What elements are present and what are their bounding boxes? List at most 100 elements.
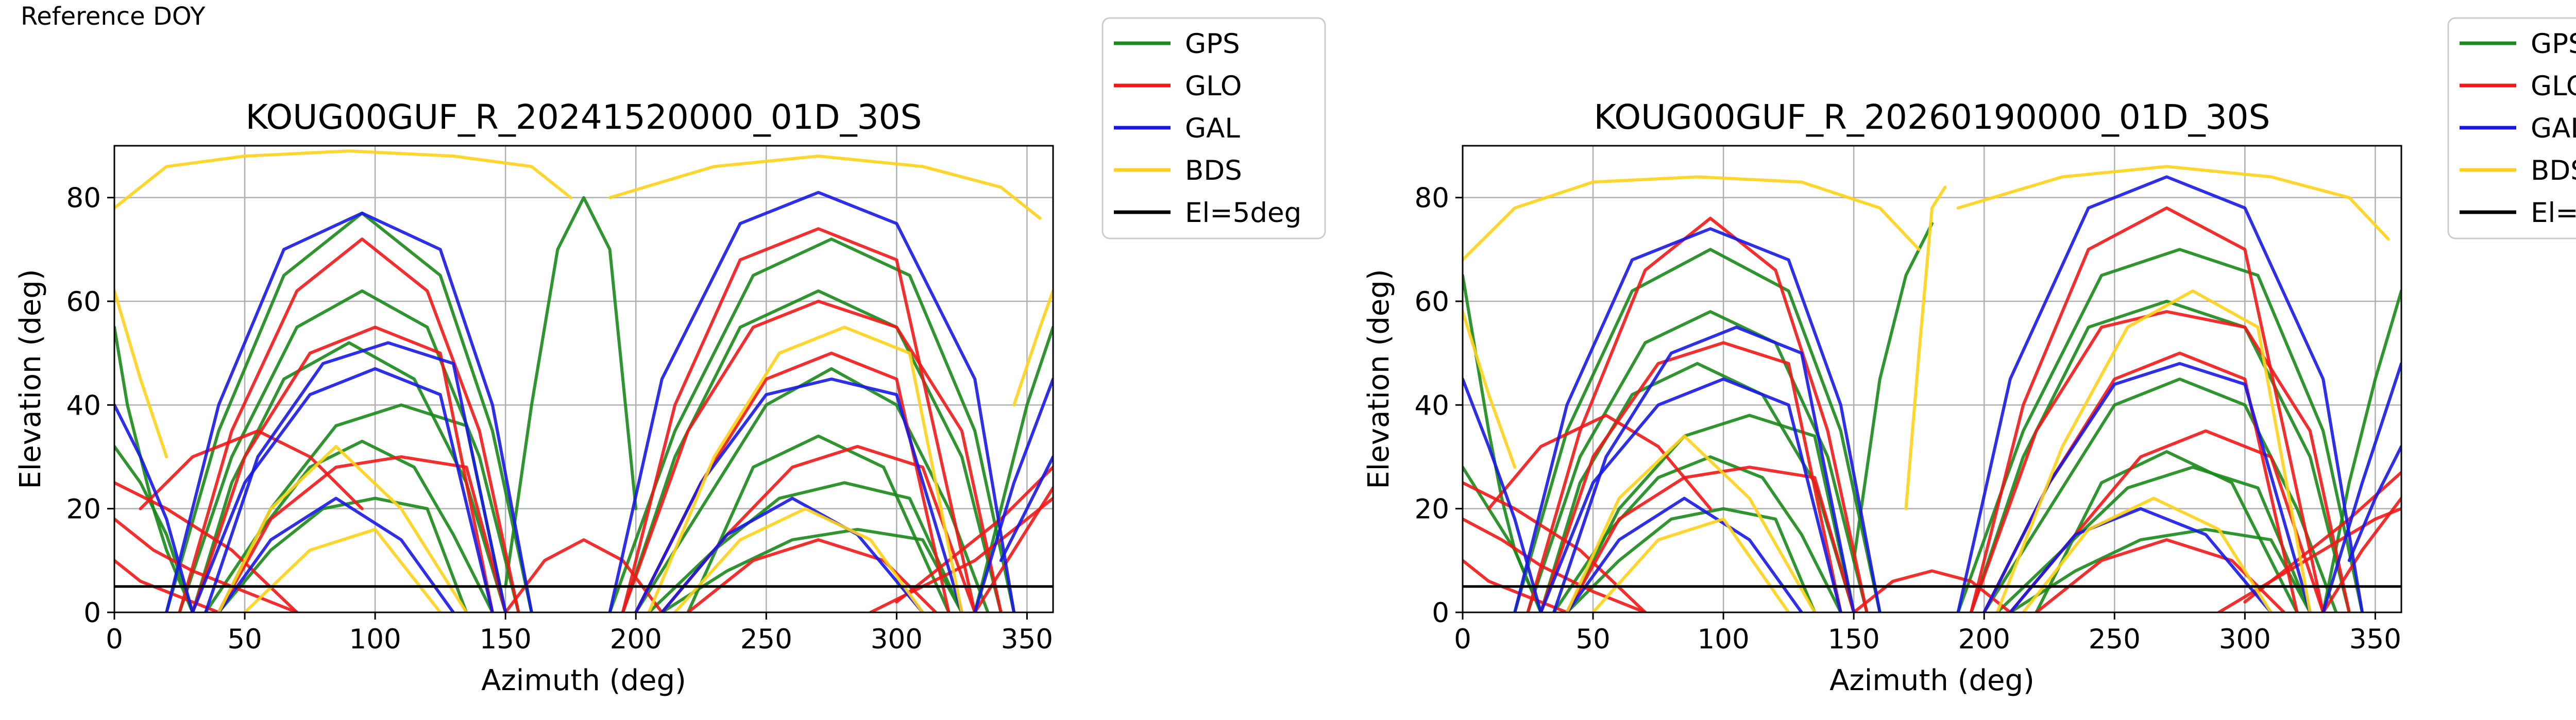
x-tick-label: 150 [480, 624, 532, 655]
series-gal-pass [1539, 378, 1842, 612]
series-gps-pass [1982, 378, 2338, 612]
series-glo-pass [114, 559, 221, 612]
series-glo-pass [217, 455, 507, 612]
series-glo-pass [178, 237, 520, 612]
series-gps-pass [217, 496, 468, 612]
series-gal-pass [165, 211, 533, 612]
x-tick-label: 100 [1698, 624, 1750, 655]
x-tick-label: 350 [2349, 624, 2401, 655]
series-bds-pass [673, 507, 924, 612]
series-bds-pass [114, 289, 168, 458]
series-gal-pass [1513, 227, 1882, 612]
x-axis-label: Azimuth (deg) [1829, 664, 2035, 697]
legend-entries: GPS GLO GAL BDS El=5deg [2460, 28, 2576, 229]
series-gal-pass [999, 455, 1053, 562]
legend-right: GPS GLO GAL BDS El=5deg [2447, 17, 2576, 239]
series-glo-pass [895, 466, 1053, 604]
series-bds-pass [1012, 289, 1053, 407]
series-glo-pass [1487, 414, 1712, 510]
series-glo-pass [621, 227, 977, 612]
series-gal-pass [191, 367, 494, 612]
axes-frame [113, 145, 1054, 613]
x-tick-label: 250 [740, 624, 792, 655]
axes-frame [1462, 145, 2402, 613]
y-tick-label: 0 [1432, 597, 1449, 629]
x-tick-label: 0 [106, 624, 123, 655]
series-gps-pass [973, 325, 1053, 612]
series-gal-pass [217, 496, 455, 612]
x-tick-label: 150 [1828, 624, 1880, 655]
y-tick-label: 20 [66, 494, 101, 525]
series-glo-pass [1969, 310, 2351, 612]
series-bds-pass [608, 155, 1042, 220]
series-glo-pass [1852, 569, 2012, 612]
ticks-right: 0 50 100 150 200 250 300 350 0 20 40 60 80 [1415, 183, 2401, 655]
series-bds-pass [243, 527, 442, 612]
series-gal-pass [1463, 378, 1543, 612]
series-glo-pass [973, 486, 1053, 612]
series-glo-pass [1463, 481, 1647, 612]
data-right [1463, 165, 2401, 612]
series-bds-pass [1995, 289, 2312, 612]
x-tick-label: 50 [227, 624, 262, 655]
series-glo-pass [1969, 206, 2325, 612]
series-gps-pass [504, 196, 638, 588]
series-bds-pass [114, 149, 572, 210]
subplot-left: KOUG00GUF_R_20241520000_01D_30S 0 50 100 15… [14, 97, 1054, 697]
series-gal-pass [204, 341, 507, 612]
legend-entries: GPS GLO GAL BDS El=5deg [1114, 28, 1301, 229]
series-glo-pass [1463, 559, 1569, 612]
series-gal-pass [2347, 444, 2401, 562]
chart-title: KOUG00GUF_R_20241520000_01D_30S [246, 97, 922, 137]
series-gps-pass [1995, 466, 2312, 612]
series-bds-pass [2022, 496, 2273, 612]
series-gps-pass [647, 481, 963, 612]
legend-frame [1101, 17, 1326, 239]
x-tick-label: 300 [2219, 624, 2271, 655]
series-glo-pass [2321, 496, 2401, 612]
legend-label: GPS [2531, 28, 2576, 60]
y-tick-label: 40 [1415, 390, 1449, 421]
series-gps-pass [608, 237, 1016, 612]
ticks-left: 0 50 100 150 200 250 300 350 0 20 40 60 80 [66, 183, 1053, 655]
chart-title: KOUG00GUF_R_20260190000_01D_30S [1594, 97, 2270, 137]
series-gal-pass [1956, 175, 2364, 612]
series-gps-pass [2008, 527, 2312, 612]
legend-label: GAL [1185, 113, 1240, 144]
corner-label: Reference DOY [21, 2, 206, 31]
x-axis-label: Azimuth (deg) [481, 664, 686, 697]
y-axis-label: Elevation (deg) [14, 269, 47, 489]
legend-label: El=5deg [1185, 197, 1301, 229]
legend-label: GLO [1185, 71, 1242, 102]
x-tick-label: 300 [871, 624, 923, 655]
series-gal-pass [660, 496, 924, 612]
series-gps-pass [1969, 300, 2351, 612]
series-glo-pass [114, 481, 299, 612]
series-glo-pass [1565, 466, 1856, 612]
x-tick-label: 0 [1454, 624, 1471, 655]
subplot-right: KOUG00GUF_R_20260190000_01D_30S 0 50 100 15… [1362, 97, 2402, 697]
series-glo-pass [1526, 216, 1869, 612]
legend-label: GAL [2531, 113, 2576, 144]
series-gal-pass [1552, 325, 1856, 612]
series-gps-pass [1526, 310, 1869, 612]
series-gal-pass [2008, 507, 2273, 612]
x-tick-label: 50 [1575, 624, 1610, 655]
x-tick-label: 200 [610, 624, 662, 655]
y-axis-label: Elevation (deg) [1362, 269, 1396, 489]
series-gps-pass [621, 289, 1003, 612]
series-gps-pass [2035, 450, 2299, 612]
series-gal-pass [608, 191, 1016, 612]
plot-area-left [114, 146, 1053, 612]
x-tick-label: 350 [1001, 624, 1053, 655]
y-tick-label: 20 [1415, 494, 1449, 525]
series-gps-pass [686, 434, 951, 612]
series-bds-pass [1565, 434, 1817, 612]
y-tick-label: 80 [66, 183, 101, 214]
series-bds-pass [1956, 165, 2390, 241]
legend-label: GLO [2531, 71, 2576, 102]
series-gal-pass [1565, 496, 1803, 612]
series-gps-pass [114, 444, 194, 612]
legend-label: El=5deg [2531, 197, 2576, 229]
series-gps-pass [1513, 248, 1882, 612]
